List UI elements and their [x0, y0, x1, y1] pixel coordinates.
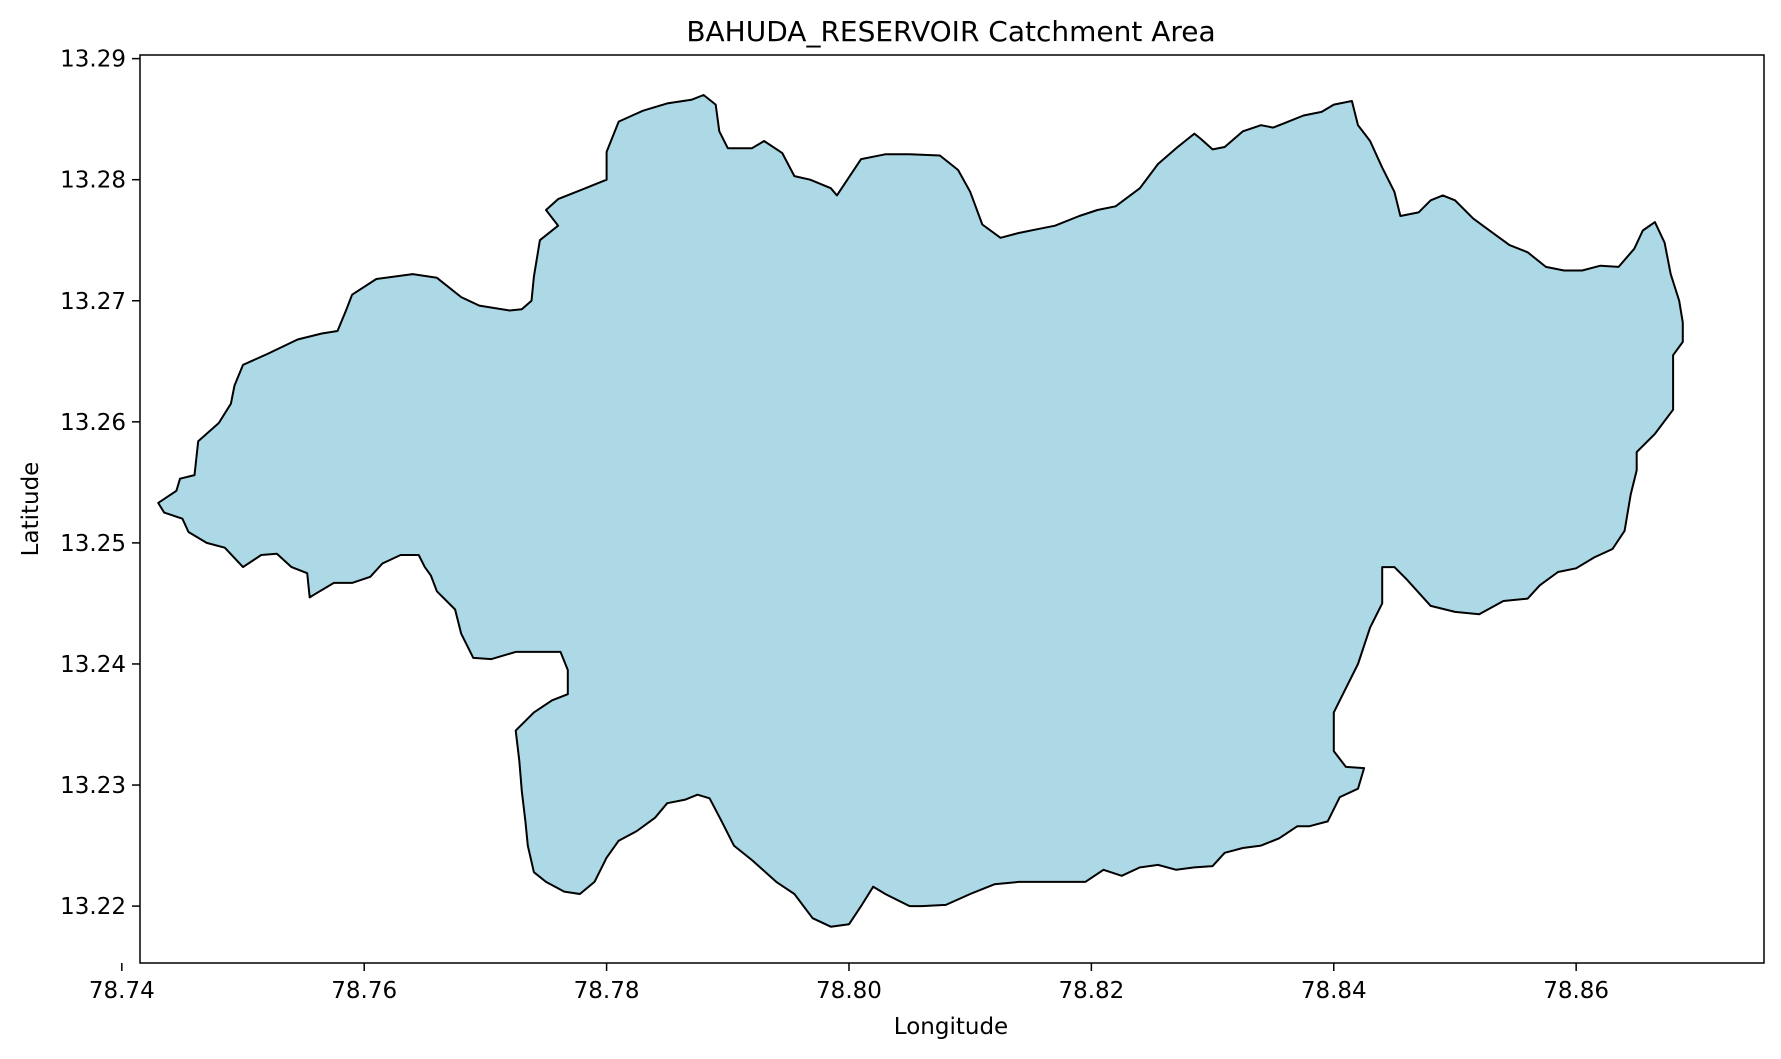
y-tick-label: 13.24 — [60, 652, 126, 678]
y-tick-label: 13.27 — [60, 289, 126, 315]
x-tick-label: 78.80 — [816, 978, 882, 1004]
plot-frame — [139, 54, 1765, 964]
x-tick-label: 78.76 — [331, 978, 397, 1004]
y-axis-ticks: 13.22 13.23 13.24 13.25 13.26 13.27 13.28 13.29 — [60, 47, 140, 920]
y-tick-label: 13.22 — [60, 894, 126, 920]
y-tick-label: 13.28 — [60, 168, 126, 194]
x-axis-title: Longitude — [894, 1014, 1008, 1040]
x-tick-label: 78.74 — [89, 978, 155, 1004]
catchment-polygon — [157, 94, 1684, 928]
x-tick-label: 78.86 — [1543, 978, 1609, 1004]
y-axis-title: Latitude — [18, 462, 44, 557]
y-tick-label: 13.23 — [60, 773, 126, 799]
x-tick-label: 78.78 — [574, 978, 640, 1004]
x-tick-label: 78.84 — [1301, 978, 1367, 1004]
x-tick-label: 78.82 — [1058, 978, 1124, 1004]
x-axis-ticks: 78.74 78.76 78.78 78.80 78.82 78.84 78.86 — [89, 963, 1609, 1004]
y-tick-label: 13.26 — [60, 410, 126, 436]
y-tick-label: 13.25 — [60, 531, 126, 557]
chart-title: BAHUDA_RESERVOIR Catchment Area — [686, 15, 1215, 48]
y-tick-label: 13.29 — [60, 47, 126, 73]
